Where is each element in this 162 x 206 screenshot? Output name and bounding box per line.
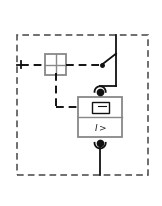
Bar	[17, 35, 148, 175]
Bar	[45, 54, 66, 75]
Bar	[92, 102, 109, 113]
Bar	[78, 97, 122, 137]
Text: $I >$: $I >$	[94, 122, 108, 133]
